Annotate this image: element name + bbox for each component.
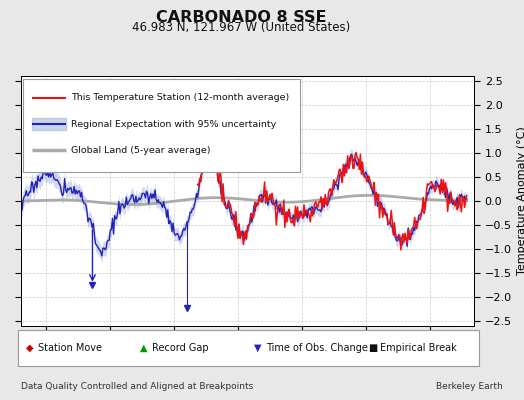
Text: CARBONADO 8 SSE: CARBONADO 8 SSE <box>156 10 326 25</box>
Text: ▲: ▲ <box>140 343 148 353</box>
Text: Record Gap: Record Gap <box>152 343 209 353</box>
Text: Empirical Break: Empirical Break <box>379 343 456 353</box>
Text: Global Land (5-year average): Global Land (5-year average) <box>71 146 210 155</box>
Y-axis label: Temperature Anomaly (°C): Temperature Anomaly (°C) <box>517 127 524 275</box>
Text: Regional Expectation with 95% uncertainty: Regional Expectation with 95% uncertaint… <box>71 120 276 128</box>
Text: Data Quality Controlled and Aligned at Breakpoints: Data Quality Controlled and Aligned at B… <box>21 382 253 391</box>
Text: Time of Obs. Change: Time of Obs. Change <box>266 343 367 353</box>
Text: Berkeley Earth: Berkeley Earth <box>436 382 503 391</box>
Text: ▼: ▼ <box>254 343 261 353</box>
Text: 46.983 N, 121.967 W (United States): 46.983 N, 121.967 W (United States) <box>132 21 350 34</box>
Text: Station Move: Station Move <box>38 343 102 353</box>
Text: ■: ■ <box>368 343 377 353</box>
Text: ◆: ◆ <box>26 343 34 353</box>
FancyBboxPatch shape <box>23 78 300 172</box>
Text: This Temperature Station (12-month average): This Temperature Station (12-month avera… <box>71 94 289 102</box>
